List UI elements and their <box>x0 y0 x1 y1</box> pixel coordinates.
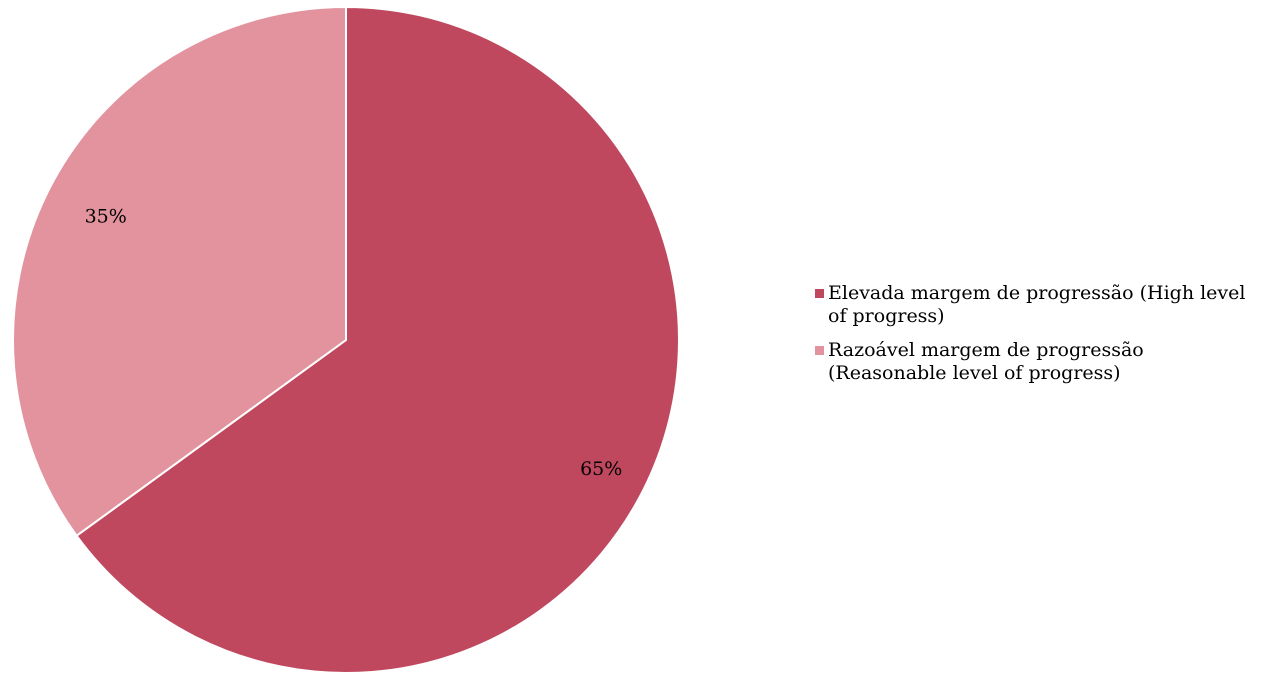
legend-label-2: Razoável margem de progressão (Reasonabl… <box>828 339 1144 384</box>
data-label-slice-2: 35% <box>85 206 127 228</box>
data-label-slice-1: 65% <box>580 458 622 480</box>
legend-item-1: Elevada margem de progressão (High level… <box>815 282 1255 328</box>
pie-slices <box>12 5 680 674</box>
legend: Elevada margem de progressão (High level… <box>815 282 1255 396</box>
legend-swatch-2 <box>815 346 824 355</box>
pie-slice-2 <box>12 5 347 538</box>
legend-item-2: Razoável margem de progressão (Reasonabl… <box>815 339 1255 385</box>
legend-swatch-1 <box>815 289 824 298</box>
pie-slice-1 <box>75 5 680 674</box>
legend-label-1: Elevada margem de progressão (High level… <box>828 282 1246 327</box>
pie-data-labels: 65% 35% <box>85 206 623 481</box>
